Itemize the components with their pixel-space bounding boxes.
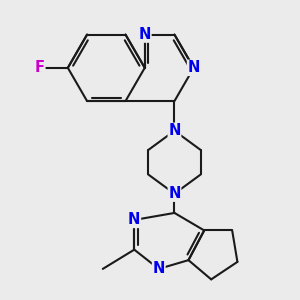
Text: N: N — [168, 123, 181, 138]
Text: N: N — [188, 60, 200, 75]
Text: N: N — [168, 186, 181, 201]
Text: F: F — [35, 60, 45, 75]
Text: N: N — [153, 261, 165, 276]
Text: N: N — [128, 212, 140, 227]
Text: N: N — [139, 27, 151, 42]
